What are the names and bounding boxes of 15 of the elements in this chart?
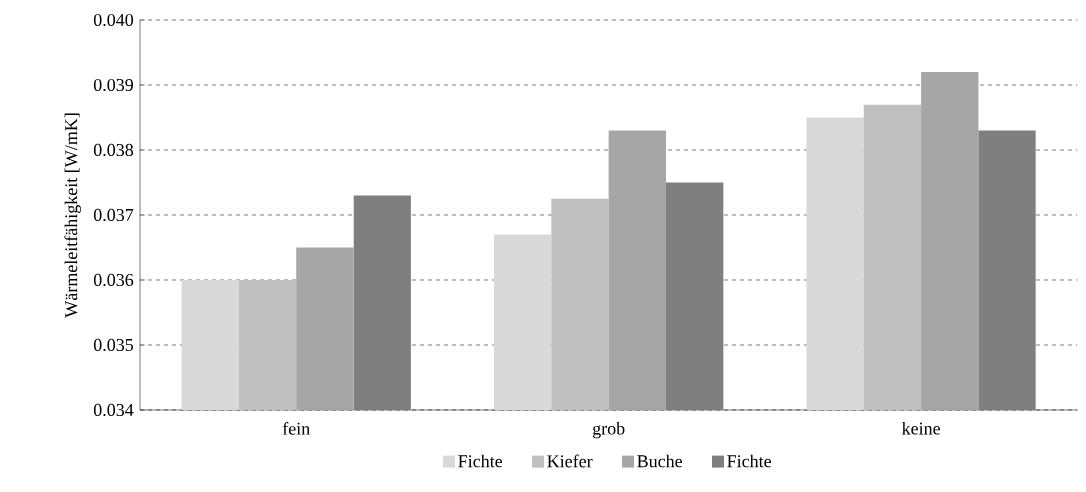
y-tick-label: 0.037 [93,208,134,222]
y-tick-label: 0.038 [93,143,134,157]
y-tick-label: 0.040 [93,13,134,27]
y-tick-label: 0.034 [93,403,134,417]
legend-label: Kiefer [547,454,593,468]
y-axis-title: Wärmeleitfähigkeit [W/mK] [64,113,81,318]
y-tick-label: 0.039 [93,78,133,92]
x-tick-label: grob [592,421,625,439]
legend-label: Fichte [727,454,771,468]
x-tick-label: fein [282,421,310,435]
legend-label: Buche [637,454,683,468]
y-tick-label: 0.036 [93,273,134,287]
legend-label: Fichte [458,454,503,468]
x-tick-label: keine [901,421,940,435]
y-tick-label: 0.035 [93,338,134,352]
